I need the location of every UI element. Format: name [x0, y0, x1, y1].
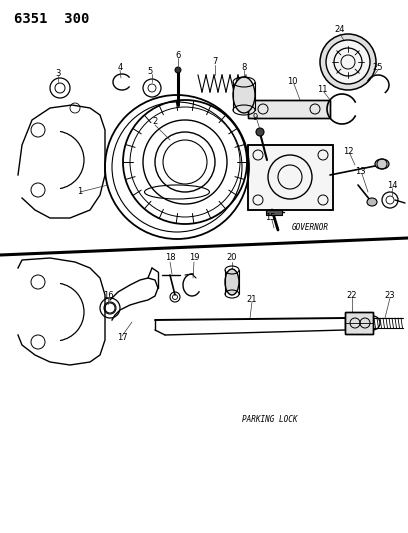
- Text: 8: 8: [241, 63, 247, 72]
- Circle shape: [320, 34, 376, 90]
- Bar: [266, 210, 282, 215]
- Text: 19: 19: [189, 254, 199, 262]
- Text: 20: 20: [227, 254, 237, 262]
- Text: 25: 25: [373, 63, 383, 72]
- Text: 4: 4: [118, 63, 123, 72]
- Text: 12: 12: [343, 148, 353, 157]
- Bar: [345, 312, 373, 334]
- Circle shape: [256, 128, 264, 136]
- Text: 24: 24: [335, 26, 345, 35]
- Ellipse shape: [367, 198, 377, 206]
- Text: 22: 22: [347, 292, 357, 301]
- Bar: [248, 100, 330, 118]
- Bar: [248, 100, 330, 118]
- Text: 10: 10: [287, 77, 297, 86]
- Text: PARKING LOCK: PARKING LOCK: [242, 416, 298, 424]
- Text: GOVERNOR: GOVERNOR: [291, 223, 328, 232]
- Text: 5: 5: [147, 68, 153, 77]
- Text: 23: 23: [385, 292, 395, 301]
- Text: 17: 17: [117, 334, 127, 343]
- Text: 3: 3: [55, 69, 61, 78]
- Text: 11: 11: [317, 85, 327, 94]
- Text: 13: 13: [355, 167, 365, 176]
- Text: 18: 18: [165, 254, 175, 262]
- Text: 9: 9: [253, 114, 257, 123]
- Bar: [248, 145, 333, 210]
- Text: 1: 1: [78, 188, 83, 197]
- Bar: [248, 145, 333, 210]
- Ellipse shape: [225, 269, 239, 295]
- Text: 2: 2: [152, 117, 157, 126]
- Ellipse shape: [233, 77, 255, 113]
- Text: 6: 6: [175, 52, 181, 61]
- Ellipse shape: [375, 159, 389, 169]
- Text: 14: 14: [387, 182, 397, 190]
- Circle shape: [326, 40, 370, 84]
- Text: 21: 21: [247, 295, 257, 304]
- Text: 7: 7: [212, 58, 218, 67]
- Text: 6351  300: 6351 300: [14, 12, 89, 26]
- Bar: [345, 312, 373, 334]
- Text: 15: 15: [265, 214, 275, 222]
- Circle shape: [175, 67, 181, 73]
- Text: 16: 16: [103, 292, 113, 301]
